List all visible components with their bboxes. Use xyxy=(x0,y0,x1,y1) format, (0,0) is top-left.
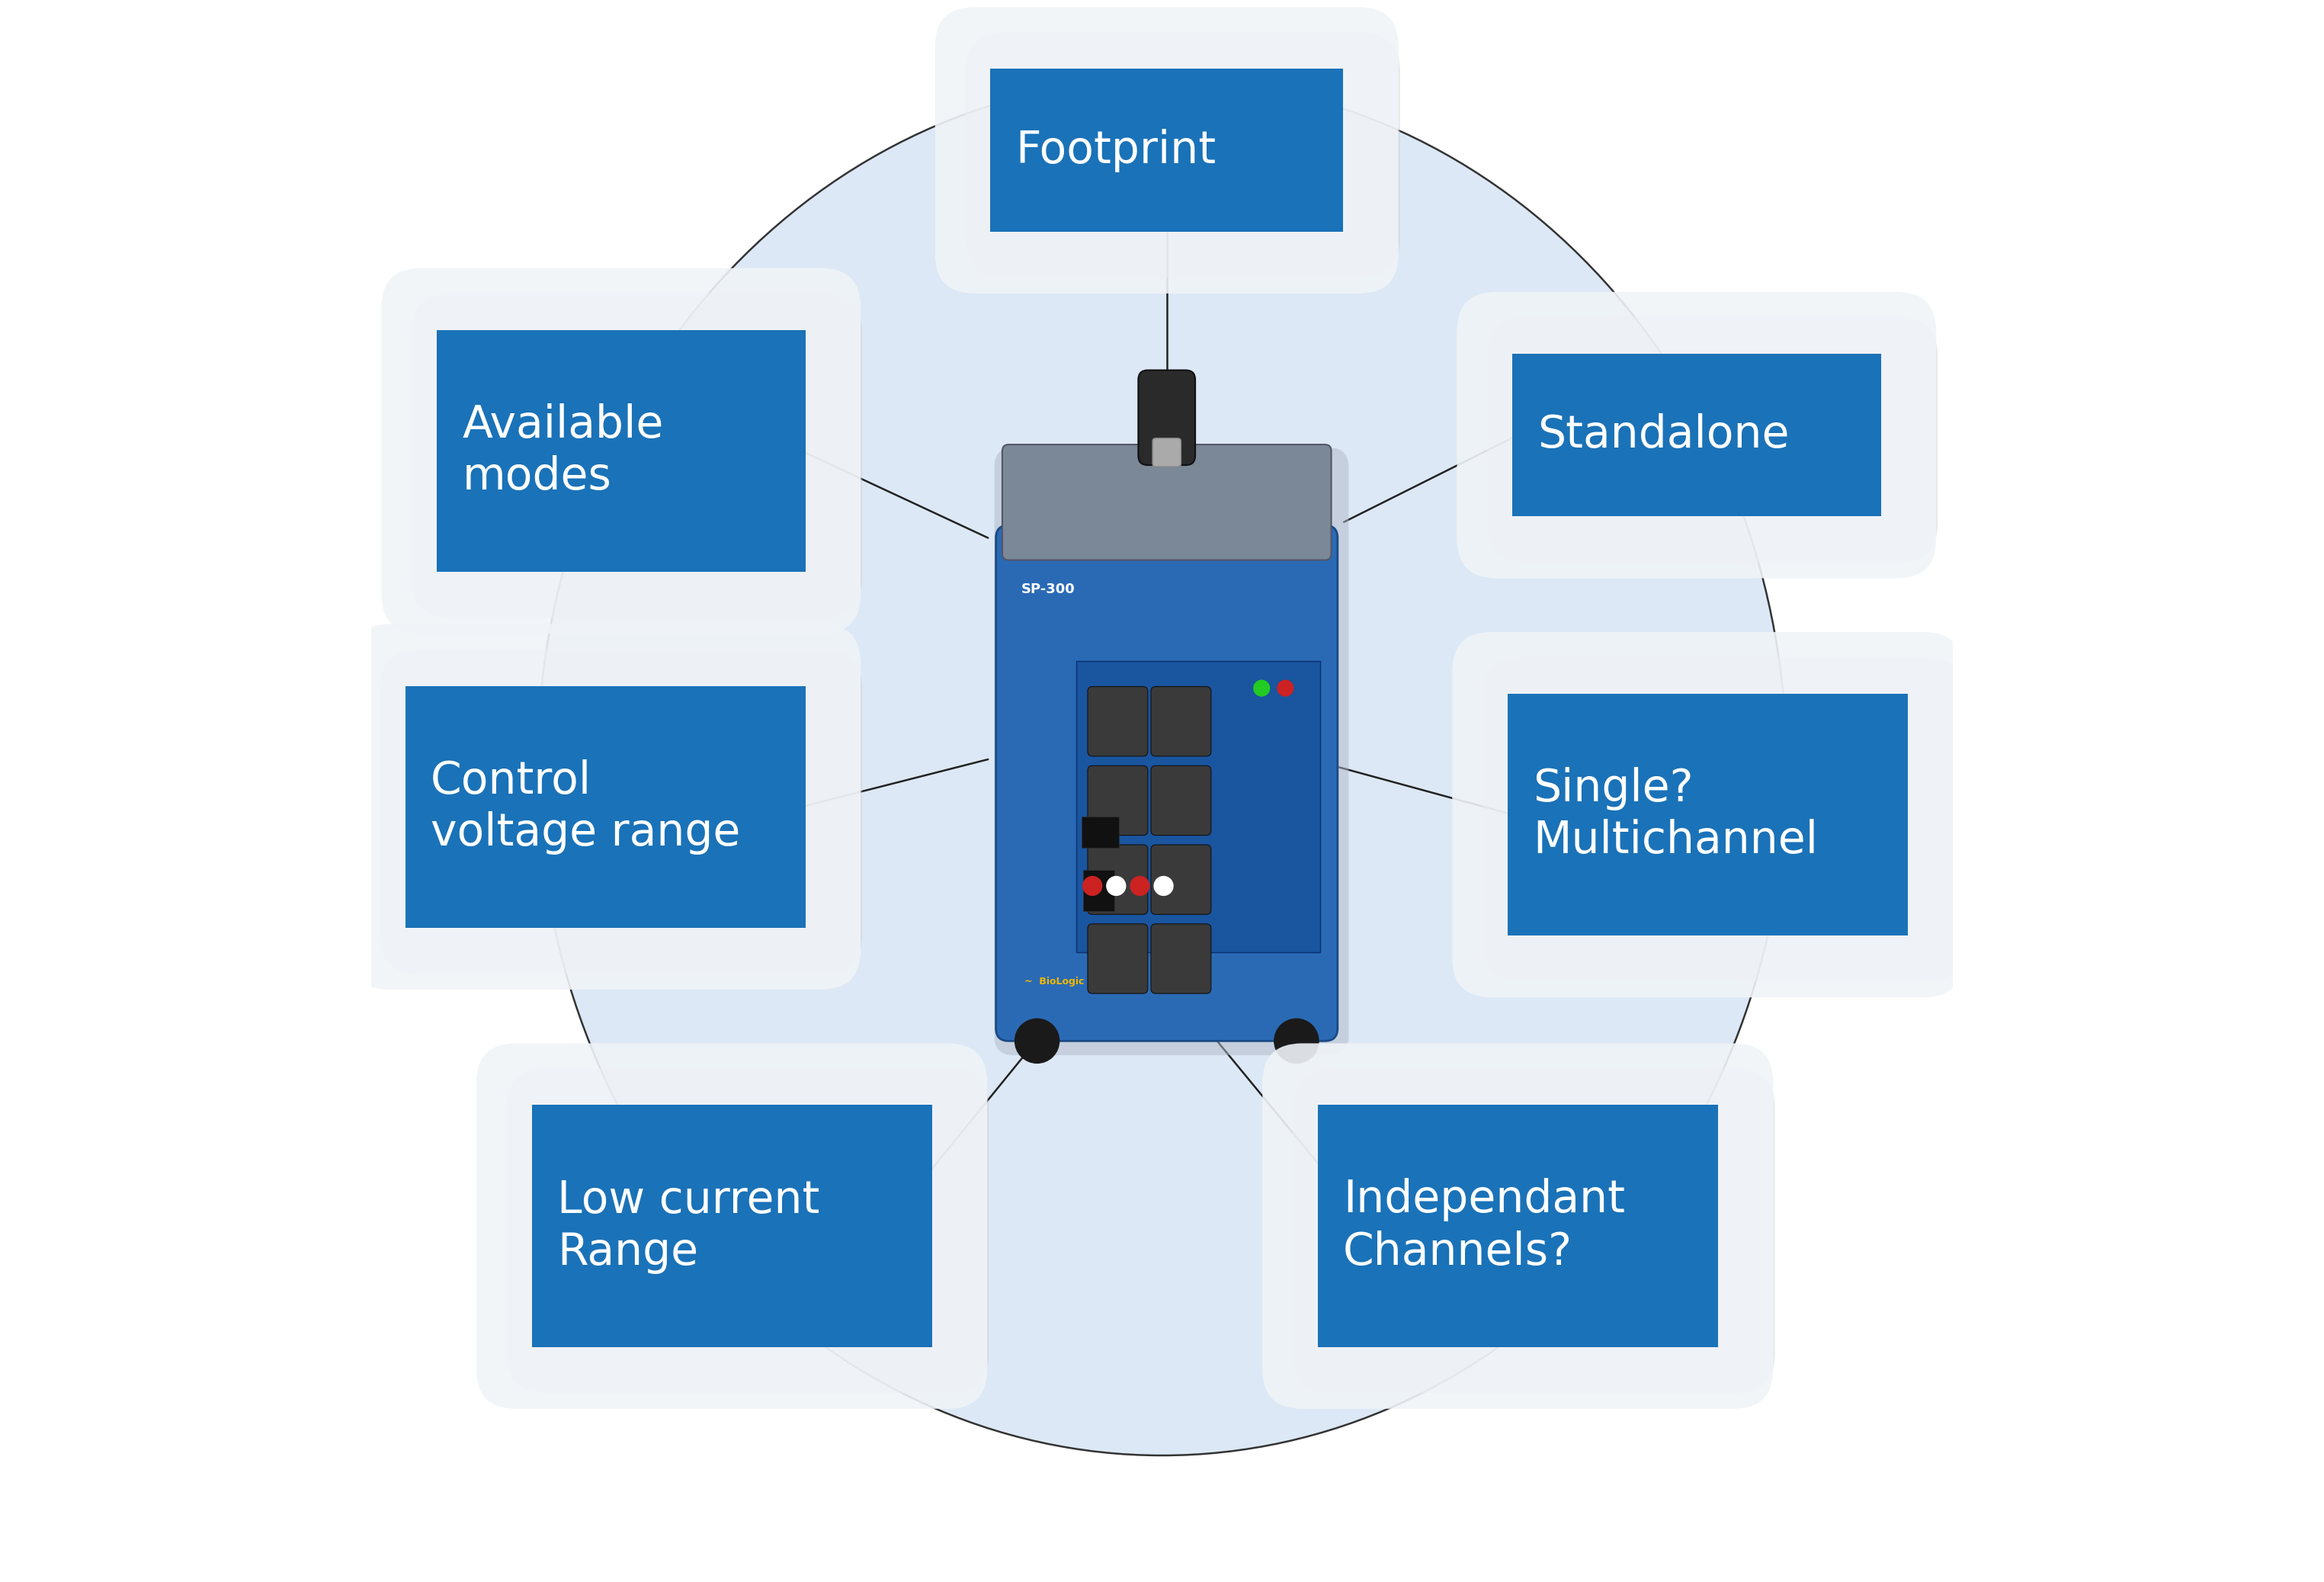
FancyBboxPatch shape xyxy=(404,687,806,927)
Text: SP-300: SP-300 xyxy=(1020,582,1076,596)
Text: Available
modes: Available modes xyxy=(462,403,665,498)
FancyBboxPatch shape xyxy=(1083,870,1116,911)
FancyBboxPatch shape xyxy=(379,650,862,975)
FancyBboxPatch shape xyxy=(1088,845,1148,914)
Text: Standalone: Standalone xyxy=(1538,413,1789,457)
FancyBboxPatch shape xyxy=(1150,924,1211,993)
Circle shape xyxy=(1129,876,1150,895)
FancyBboxPatch shape xyxy=(1150,687,1211,756)
FancyBboxPatch shape xyxy=(507,1069,988,1392)
FancyBboxPatch shape xyxy=(532,1104,932,1346)
Circle shape xyxy=(1253,680,1269,696)
Circle shape xyxy=(1083,876,1102,895)
Text: Independant
Channels?: Independant Channels? xyxy=(1343,1179,1624,1274)
FancyBboxPatch shape xyxy=(1076,661,1320,952)
FancyBboxPatch shape xyxy=(1292,1069,1776,1392)
Text: Footprint: Footprint xyxy=(1016,128,1215,172)
Circle shape xyxy=(1155,876,1174,895)
Text: ~  BioLogic: ~ BioLogic xyxy=(1025,976,1083,986)
FancyBboxPatch shape xyxy=(1088,924,1148,993)
FancyBboxPatch shape xyxy=(1262,1044,1773,1408)
FancyBboxPatch shape xyxy=(997,525,1339,1041)
FancyBboxPatch shape xyxy=(1487,318,1938,563)
FancyBboxPatch shape xyxy=(381,269,860,634)
Circle shape xyxy=(1106,876,1125,895)
FancyBboxPatch shape xyxy=(1483,658,1964,981)
FancyBboxPatch shape xyxy=(1452,633,1964,998)
FancyBboxPatch shape xyxy=(1088,687,1148,756)
FancyBboxPatch shape xyxy=(964,32,1399,278)
Circle shape xyxy=(1274,1019,1318,1063)
FancyBboxPatch shape xyxy=(1139,370,1195,465)
FancyBboxPatch shape xyxy=(351,625,860,990)
FancyBboxPatch shape xyxy=(1457,293,1936,579)
Text: Single?
Multichannel: Single? Multichannel xyxy=(1534,767,1817,862)
FancyBboxPatch shape xyxy=(411,294,862,619)
Ellipse shape xyxy=(537,79,1787,1455)
FancyBboxPatch shape xyxy=(1002,445,1332,560)
FancyBboxPatch shape xyxy=(1508,693,1908,937)
FancyBboxPatch shape xyxy=(995,448,1348,1055)
FancyBboxPatch shape xyxy=(934,8,1399,294)
FancyBboxPatch shape xyxy=(1318,1104,1717,1346)
Text: Low current
Range: Low current Range xyxy=(558,1179,820,1274)
FancyBboxPatch shape xyxy=(476,1044,988,1408)
Circle shape xyxy=(1016,1019,1060,1063)
FancyBboxPatch shape xyxy=(1150,845,1211,914)
FancyBboxPatch shape xyxy=(1081,816,1120,848)
FancyBboxPatch shape xyxy=(1088,766,1148,835)
FancyBboxPatch shape xyxy=(1150,766,1211,835)
Text: Control
voltage range: Control voltage range xyxy=(430,759,741,854)
FancyBboxPatch shape xyxy=(437,331,806,573)
Circle shape xyxy=(1278,680,1292,696)
FancyBboxPatch shape xyxy=(1513,354,1880,516)
FancyBboxPatch shape xyxy=(1153,438,1181,467)
FancyBboxPatch shape xyxy=(990,70,1343,231)
